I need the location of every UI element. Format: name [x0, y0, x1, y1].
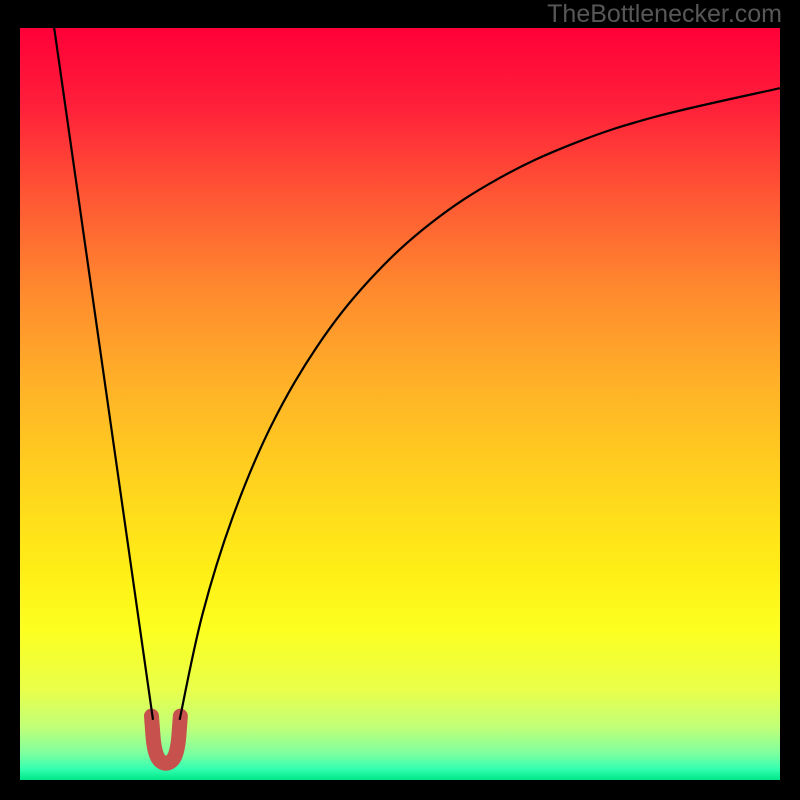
watermark-text: TheBottlenecker.com — [547, 0, 782, 29]
valley-marker — [151, 716, 180, 763]
curve-right-branch — [180, 88, 780, 720]
curve-left-branch — [54, 28, 153, 720]
plot-area — [20, 28, 780, 780]
curves-layer — [20, 28, 780, 780]
